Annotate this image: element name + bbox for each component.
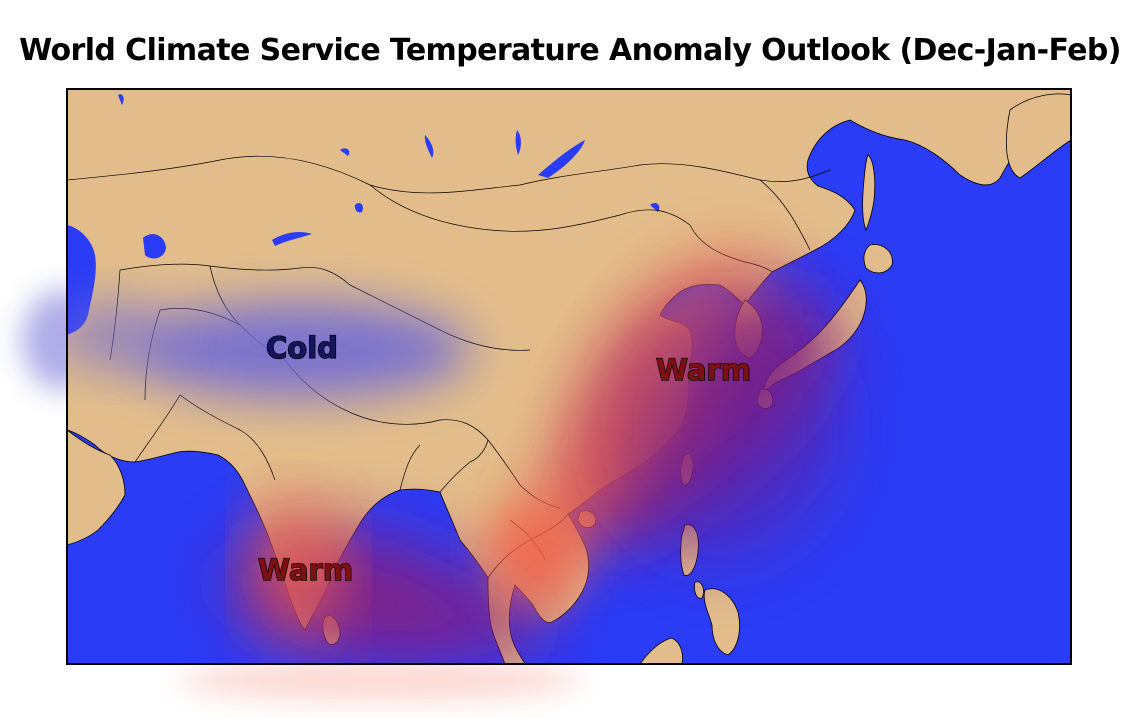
ocean-glow-east xyxy=(600,300,840,560)
arabia-land xyxy=(67,429,126,546)
warm-anomaly-indochina xyxy=(491,505,576,615)
warm-region-label-east: Warm xyxy=(656,353,751,387)
country-borders xyxy=(67,155,831,579)
lake-6 xyxy=(340,148,350,156)
lake-balkhash xyxy=(272,232,312,246)
japan-hokkaido xyxy=(863,244,893,274)
kamchatka xyxy=(1005,93,1071,179)
borneo xyxy=(639,637,683,664)
map-frame xyxy=(66,88,1072,665)
warm-glow-outside xyxy=(180,660,580,700)
warm-anomaly-south xyxy=(262,507,336,640)
lake-baikal xyxy=(538,140,585,178)
lake-2 xyxy=(424,135,434,158)
lake-4 xyxy=(650,202,660,212)
lake-5 xyxy=(118,94,124,105)
cold-anomaly xyxy=(130,302,470,398)
philippines-mid xyxy=(694,581,704,599)
lake-1 xyxy=(515,130,521,155)
philippines-south xyxy=(703,588,740,656)
sakhalin xyxy=(862,154,876,232)
warm-region-label-south: Warm xyxy=(258,553,353,587)
lake-3 xyxy=(354,202,363,213)
map-title: World Climate Service Temperature Anomal… xyxy=(19,33,1121,68)
cold-region-label: Cold xyxy=(266,331,338,365)
cold-anomaly-west xyxy=(67,300,170,370)
aral-sea xyxy=(143,234,166,259)
